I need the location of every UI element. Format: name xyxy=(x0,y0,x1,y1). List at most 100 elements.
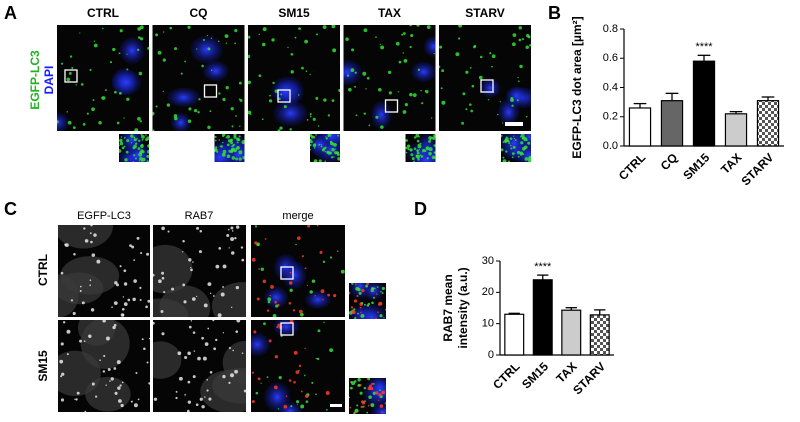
puncta xyxy=(440,87,443,90)
puncta xyxy=(123,269,127,273)
puncta xyxy=(329,141,334,146)
scale-bar xyxy=(505,122,523,126)
puncta xyxy=(222,374,226,379)
puncta xyxy=(93,43,98,48)
puncta xyxy=(225,42,228,44)
puncta xyxy=(197,356,201,361)
puncta xyxy=(116,121,120,125)
puncta xyxy=(314,295,316,297)
puncta xyxy=(366,411,369,414)
puncta xyxy=(222,264,227,269)
puncta xyxy=(158,279,162,284)
puncta xyxy=(353,308,356,311)
puncta xyxy=(143,347,146,351)
puncta xyxy=(113,367,117,370)
puncta xyxy=(70,299,74,302)
puncta xyxy=(190,268,193,272)
puncta xyxy=(183,300,187,304)
puncta xyxy=(489,52,492,55)
puncta xyxy=(202,38,206,42)
puncta xyxy=(121,146,125,150)
puncta xyxy=(260,267,264,271)
puncta xyxy=(153,321,155,325)
puncta xyxy=(103,354,106,358)
puncta xyxy=(234,236,237,240)
puncta xyxy=(91,382,95,386)
puncta xyxy=(208,397,212,401)
puncta xyxy=(253,330,257,334)
puncta xyxy=(217,313,222,317)
puncta xyxy=(350,68,355,73)
puncta xyxy=(298,369,300,372)
puncta xyxy=(295,243,297,246)
puncta xyxy=(527,35,531,39)
image-content xyxy=(152,25,243,131)
puncta xyxy=(311,279,316,283)
puncta xyxy=(239,125,241,127)
puncta xyxy=(248,80,251,85)
roi-box xyxy=(277,89,291,103)
puncta xyxy=(301,255,305,258)
puncta xyxy=(161,332,165,336)
puncta xyxy=(441,100,446,105)
puncta xyxy=(68,72,72,75)
puncta xyxy=(381,292,384,294)
puncta xyxy=(61,372,65,376)
puncta xyxy=(431,155,436,160)
puncta xyxy=(350,381,352,384)
puncta xyxy=(119,384,122,387)
cell xyxy=(153,244,193,294)
puncta xyxy=(228,149,232,153)
puncta xyxy=(173,116,178,121)
puncta xyxy=(511,104,514,107)
puncta xyxy=(511,152,515,156)
puncta xyxy=(334,148,337,150)
puncta xyxy=(139,286,142,290)
puncta xyxy=(353,412,356,414)
puncta xyxy=(270,285,274,289)
puncta xyxy=(207,47,211,51)
cell xyxy=(58,225,113,249)
image-content xyxy=(343,25,436,130)
puncta xyxy=(413,136,417,139)
puncta xyxy=(296,236,301,240)
puncta xyxy=(222,134,225,138)
puncta xyxy=(122,296,125,298)
puncta xyxy=(300,390,303,393)
x-tick-label: TAX xyxy=(718,150,744,176)
puncta xyxy=(175,396,178,400)
puncta xyxy=(204,342,209,346)
puncta xyxy=(222,149,227,154)
puncta xyxy=(505,136,508,138)
cell xyxy=(58,272,104,305)
panel-label: A xyxy=(4,3,17,23)
puncta xyxy=(375,391,379,395)
puncta xyxy=(192,297,196,301)
puncta xyxy=(285,395,288,397)
puncta xyxy=(374,287,376,290)
puncta xyxy=(376,286,379,288)
puncta xyxy=(266,376,269,379)
scale-bar xyxy=(330,404,342,407)
puncta xyxy=(274,385,278,390)
puncta xyxy=(313,147,316,149)
puncta xyxy=(192,261,194,263)
puncta xyxy=(133,138,137,142)
puncta xyxy=(354,408,359,413)
puncta xyxy=(417,158,420,161)
puncta xyxy=(417,68,421,71)
puncta xyxy=(269,294,271,297)
puncta xyxy=(57,120,59,124)
puncta xyxy=(353,299,358,303)
puncta xyxy=(514,139,517,142)
puncta xyxy=(101,96,103,99)
puncta xyxy=(120,403,124,408)
bar xyxy=(532,279,553,356)
puncta xyxy=(234,369,238,374)
panel-label: D xyxy=(414,199,427,219)
nucleus xyxy=(119,37,145,64)
puncta xyxy=(372,296,375,299)
puncta xyxy=(69,55,73,58)
puncta xyxy=(428,151,432,156)
puncta xyxy=(499,101,501,103)
